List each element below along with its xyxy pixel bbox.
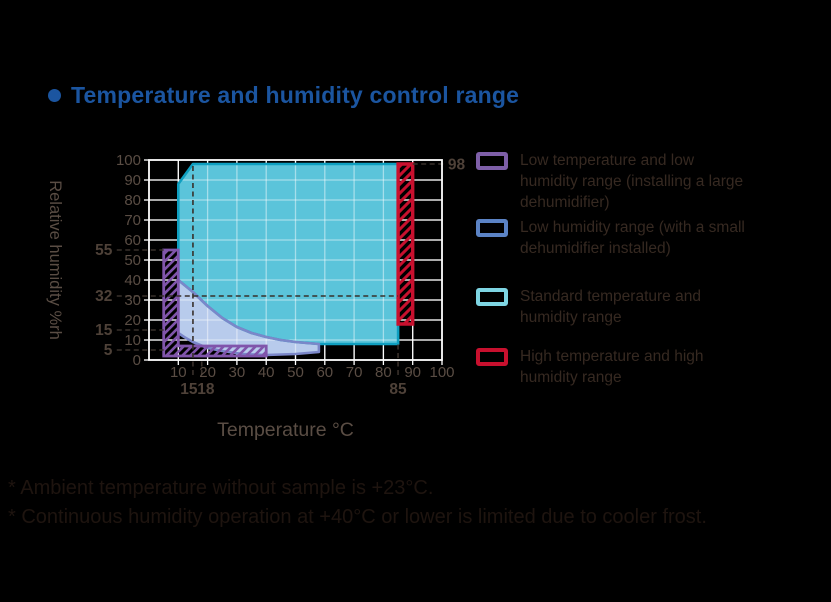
- svg-text:30: 30: [229, 364, 246, 381]
- svg-text:5: 5: [104, 342, 113, 359]
- svg-text:32: 32: [95, 288, 112, 305]
- svg-text:10: 10: [170, 364, 187, 381]
- legend-item-standard: Standard temperature and humidity range: [476, 286, 701, 328]
- legend-swatch-high-temp-high-humidity: [476, 348, 508, 366]
- legend-item-low-humidity: Low humidity range (with a small dehumid…: [476, 217, 745, 259]
- svg-text:50: 50: [287, 364, 304, 381]
- legend-label-standard: Standard temperature and humidity range: [520, 288, 701, 326]
- svg-text:90: 90: [404, 364, 421, 381]
- svg-text:80: 80: [124, 192, 141, 209]
- svg-text:50: 50: [124, 252, 141, 269]
- legend-swatch-low-humidity: [476, 219, 508, 237]
- legend-label-low-humidity: Low humidity range (with a small dehumid…: [520, 219, 745, 257]
- chart-title-row: Temperature and humidity control range: [48, 82, 519, 109]
- svg-text:0: 0: [133, 352, 141, 369]
- svg-text:60: 60: [124, 232, 141, 249]
- svg-text:55: 55: [95, 242, 113, 259]
- svg-text:20: 20: [199, 364, 216, 381]
- guide-lines: [116, 163, 447, 375]
- chart-legend: Low temperature and low humidity range (…: [476, 148, 828, 438]
- legend-item-high-temp-high-humidity: High temperature and high humidity range: [476, 346, 704, 388]
- svg-text:85: 85: [389, 381, 407, 398]
- svg-text:20: 20: [124, 312, 141, 329]
- svg-text:40: 40: [258, 364, 275, 381]
- standard-range-fill: [178, 164, 399, 344]
- svg-text:15: 15: [95, 322, 113, 339]
- y-tick-labels: 0 10 20 30 40 50 60 70 80 90 100: [116, 152, 141, 369]
- page-title: Temperature and humidity control range: [71, 82, 520, 108]
- svg-text:80: 80: [375, 364, 392, 381]
- svg-text:18: 18: [197, 381, 215, 398]
- low-humidity-range-outline: [177, 278, 321, 357]
- control-range-chart: 10 20 30 40 50 60 70 80 90 100 0 10 20 30 40 50 60 70 80 90…: [30, 140, 500, 452]
- svg-text:70: 70: [124, 212, 141, 229]
- footnote-frost: * Continuous humidity operation at +40°C…: [8, 505, 707, 528]
- low-temp-low-humidity-range: [162, 248, 268, 358]
- control-range-plot: 10 20 30 40 50 60 70 80 90 100 0 10 20 30 40 50 60 70 80 90…: [46, 152, 465, 441]
- svg-text:40: 40: [124, 272, 141, 289]
- legend-label-low-temp-low-humidity: Low temperature and low humidity range (…: [520, 152, 744, 211]
- footnote-ambient: * Ambient temperature without sample is …: [8, 477, 434, 499]
- x-axis-title: Temperature °C: [217, 419, 354, 441]
- svg-text:10: 10: [124, 332, 141, 349]
- svg-text:98: 98: [448, 157, 466, 174]
- svg-text:70: 70: [346, 364, 363, 381]
- low-humidity-range-fill: [178, 280, 319, 355]
- title-bullet-icon: [48, 89, 61, 102]
- svg-text:100: 100: [116, 152, 141, 169]
- axis-ticks: [144, 159, 443, 365]
- high-temp-high-humidity-range: [396, 162, 415, 326]
- svg-text:60: 60: [316, 364, 333, 381]
- svg-text:30: 30: [124, 292, 141, 309]
- legend-swatch-low-temp-low-humidity: [476, 152, 508, 170]
- y-axis-title: Relative humidity %rh: [46, 180, 64, 340]
- x-tick-labels: 10 20 30 40 50 60 70 80 90 100: [170, 364, 455, 381]
- legend-swatch-standard: [476, 288, 508, 306]
- svg-text:15: 15: [180, 381, 198, 398]
- footnotes: * Ambient temperature without sample is …: [8, 474, 831, 531]
- svg-text:90: 90: [124, 172, 141, 189]
- legend-label-high-temp-high-humidity: High temperature and high humidity range: [520, 348, 704, 386]
- svg-text:100: 100: [429, 364, 454, 381]
- legend-item-low-temp-low-humidity: Low temperature and low humidity range (…: [476, 150, 743, 213]
